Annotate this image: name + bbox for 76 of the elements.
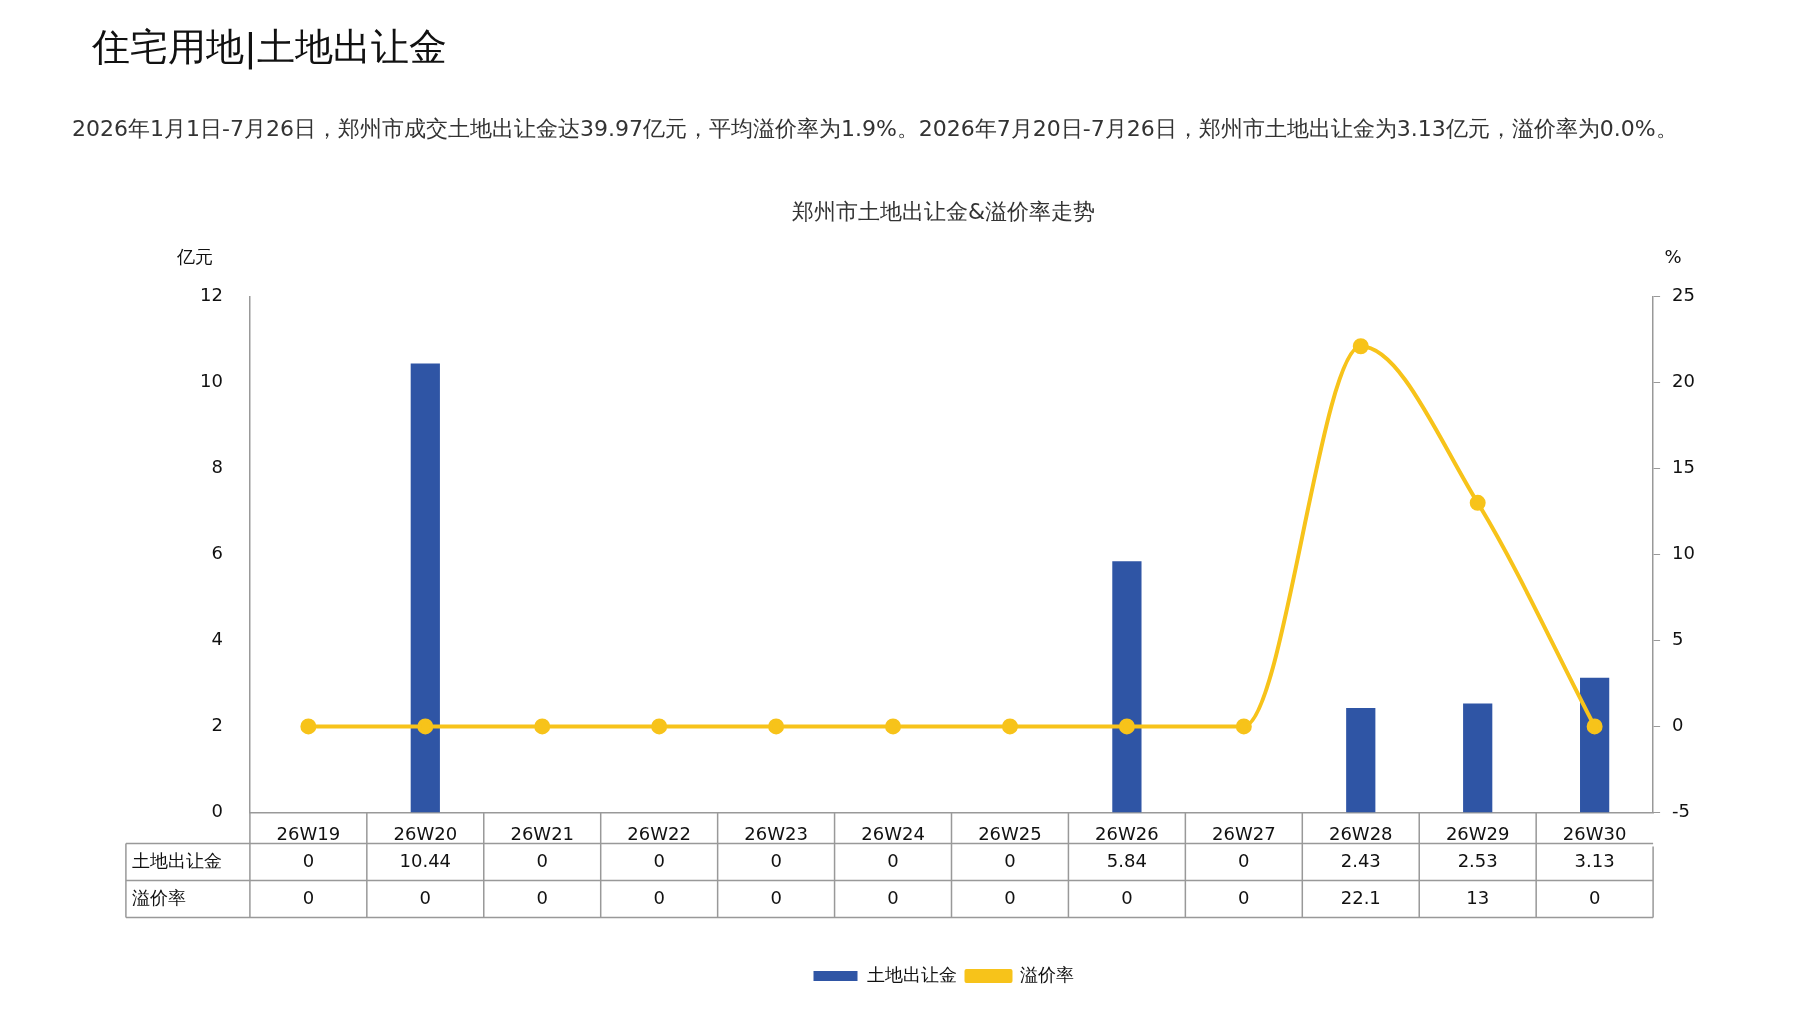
y2-tick-label: 10 (1672, 542, 1695, 564)
text: 2026年1月1日-7月26日，郑州市成交土地出让金达39.97亿元，平均溢价率为1.9%。2026年7月20日-7月26日，郑州市土地出让金为3.13亿元，溢价率为0.0%。 (72, 115, 1679, 143)
y-tick-label: 8 (211, 456, 223, 478)
point (1352, 338, 1369, 355)
data-label: 0 (653, 849, 665, 871)
point (534, 718, 551, 735)
bar (1346, 707, 1376, 813)
data-label: 0 (1121, 886, 1133, 908)
y-tick-label: 10 (200, 370, 223, 392)
point (651, 718, 668, 735)
y2-tick-label: 15 (1672, 456, 1695, 478)
point (1118, 718, 1135, 735)
x-tick-label: 26W28 (1328, 822, 1393, 844)
point (417, 718, 434, 735)
point (768, 718, 785, 735)
data-label: 0 (770, 886, 782, 908)
x-tick-label: 26W23 (744, 822, 808, 844)
point (885, 718, 902, 735)
data-label: 2.43 (1340, 849, 1381, 871)
y-tick-label: 6 (211, 542, 223, 564)
x-tick-label: 26W20 (393, 822, 458, 844)
legend-label: 土地出让金 (866, 963, 957, 985)
data-label: 0 (1238, 886, 1250, 908)
x-tick-label: 26W25 (978, 822, 1042, 844)
y2-tick-label: -5 (1672, 800, 1691, 822)
point (1586, 718, 1603, 735)
chart-subtitle: 郑州市土地出让金&溢价率走势 (791, 198, 1096, 224)
x-tick-label: 26W24 (861, 822, 925, 844)
point (300, 718, 317, 735)
x-tick-label: 26W21 (510, 822, 575, 844)
y2-tick-label: 20 (1672, 370, 1695, 392)
data-label: 5.84 (1106, 849, 1147, 871)
x-tick-label: 26W27 (1212, 822, 1276, 844)
x-tick-label: 26W22 (627, 822, 691, 844)
data-label: 0 (770, 849, 782, 871)
text: 溢价率 (131, 886, 186, 908)
data-label: 0 (302, 849, 315, 871)
data-label: 10.44 (399, 849, 452, 871)
data-label: 0 (653, 886, 665, 908)
data-label: 2.53 (1457, 849, 1498, 871)
data-label: 0 (536, 849, 548, 871)
y2-tick-label: 0 (1672, 714, 1684, 736)
x-tick-label: 26W30 (1562, 822, 1627, 844)
y2-tick-label: 25 (1672, 284, 1695, 306)
data-label: 0 (419, 886, 432, 908)
bar (1580, 677, 1610, 813)
data-label: 0 (1004, 886, 1016, 908)
y2-axis-title: % (1664, 246, 1682, 268)
data-label: 13 (1466, 886, 1490, 908)
data-label: 0 (1004, 849, 1016, 871)
y-tick-label: 12 (200, 284, 223, 306)
data-label: 0 (302, 886, 315, 908)
chart-title: 住宅用地|土地出让金 (92, 24, 447, 72)
data-label: 0 (536, 886, 548, 908)
y-tick-label: 2 (211, 714, 223, 736)
y-tick-label: 4 (211, 628, 223, 650)
x-tick-label: 26W29 (1445, 822, 1510, 844)
point (1001, 718, 1018, 735)
text: 土地出让金 (131, 849, 222, 871)
data-label: 0 (1238, 849, 1250, 871)
point (1469, 494, 1486, 511)
data-label: 0 (887, 849, 899, 871)
data-label: 3.13 (1574, 849, 1615, 871)
y2-tick-label: 5 (1672, 628, 1684, 650)
bar (1112, 561, 1142, 813)
bar (1463, 703, 1493, 813)
data-label: 0 (887, 886, 899, 908)
x-tick-label: 26W26 (1095, 822, 1159, 844)
data-label: 22.1 (1340, 886, 1381, 908)
y-tick-label: 0 (211, 800, 223, 822)
legend-label: 溢价率 (1019, 963, 1074, 985)
data-label: 0 (1588, 886, 1601, 908)
x-tick-label: 26W19 (276, 822, 341, 844)
point (1235, 718, 1252, 735)
bar (410, 363, 440, 813)
y-axis-title: 亿元 (175, 246, 213, 268)
